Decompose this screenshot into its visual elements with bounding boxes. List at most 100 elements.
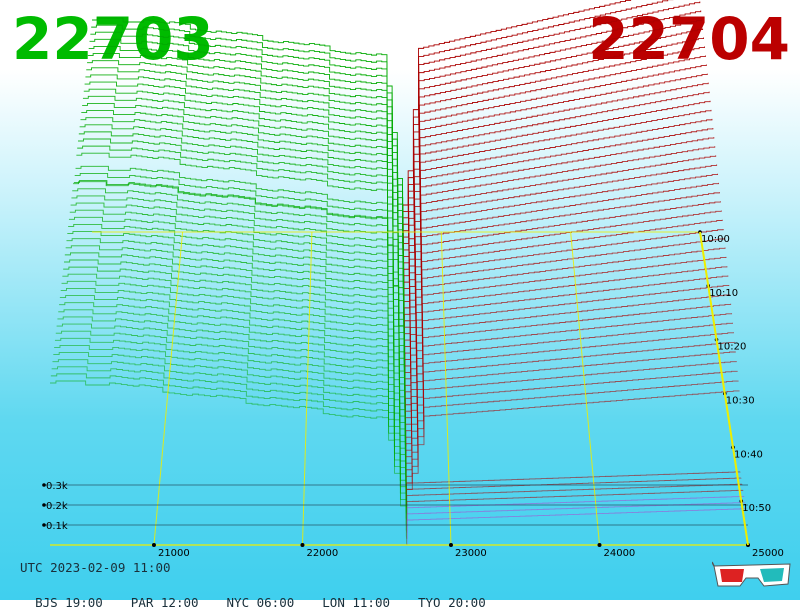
bid-depth-line: [57, 316, 407, 490]
bid-depth-line: [74, 173, 405, 362]
ask-depth-line: [405, 294, 731, 441]
chart-grid: [42, 230, 750, 547]
bid-depth-line: [73, 181, 406, 374]
bid-depth-line: [53, 352, 408, 521]
x-tick-label: 25000: [752, 548, 784, 559]
3d-glasses-icon[interactable]: [712, 560, 792, 590]
x-tick-marker: [300, 543, 305, 547]
ask-depth-line: [402, 28, 704, 263]
ask-depth-line: [404, 228, 724, 398]
ask-depth-line: [403, 64, 707, 288]
bid-depth-line: [63, 266, 407, 447]
ask-depth-line: [405, 313, 733, 453]
ask-depth-line: [404, 155, 717, 349]
city-time: TYO 20:00: [418, 595, 486, 610]
bid-depth-line: [56, 323, 407, 496]
bid-depth-line: [54, 337, 407, 509]
bid-depth-line: [71, 195, 406, 386]
ask-depth-line: [406, 508, 747, 545]
city-time: PAR 12:00: [130, 595, 199, 610]
ask-depth-line: [403, 118, 713, 325]
ask-depth-line: [405, 341, 735, 472]
ask-depth-line: [405, 380, 739, 496]
bid-depth-line: [60, 288, 407, 466]
bid-depth-line: [90, 31, 404, 245]
time-tick-label: 10:30: [726, 396, 755, 407]
ask-depth-line: [402, 0, 674, 239]
ask-depth-line: [405, 284, 730, 435]
ask-depth-line: [406, 471, 741, 509]
y-tick-label: 0.1k: [46, 521, 68, 532]
ask-depth-line: [406, 502, 746, 539]
ask-depth-line: [403, 109, 712, 318]
x-grid-line: [301, 231, 313, 546]
ask-price: 22704: [588, 5, 790, 73]
x-grid-line: [570, 231, 600, 546]
ask-depth-line: [406, 489, 744, 527]
city-time: NYC 06:00: [226, 595, 295, 610]
bid-depth-line: [82, 102, 405, 306]
bid-depth-line: [64, 259, 406, 441]
utc-time: UTC 2023-02-09 11:00: [20, 560, 171, 575]
ask-depth-line: [406, 477, 742, 515]
x-tick-marker: [597, 543, 602, 547]
ask-depth-line: [404, 247, 726, 410]
ask-depth-line: [406, 483, 743, 521]
ask-depth-line: [403, 146, 716, 343]
bid-depth-line: [81, 110, 405, 312]
ask-depth-line: [406, 496, 745, 533]
y-tick-label: 0.2k: [46, 501, 68, 512]
depth-series: [50, 0, 747, 546]
bid-depth-line: [77, 145, 405, 343]
ask-depth-line: [403, 82, 709, 300]
bid-depth-line: [62, 273, 407, 454]
bid-depth-line: [58, 309, 407, 484]
ask-depth-line: [403, 91, 710, 306]
ask-depth-line: [403, 128, 714, 331]
ask-depth-line: [404, 256, 727, 417]
bid-depth-line: [51, 366, 408, 533]
bid-depth-line: [82, 95, 405, 300]
ask-depth-line: [404, 182, 719, 368]
bid-depth-line: [50, 373, 408, 539]
ask-depth-line: [403, 46, 705, 275]
bid-depth-line: [68, 216, 406, 404]
bid-depth-line: [50, 380, 408, 546]
city-time: LON 11:00: [322, 595, 390, 610]
bid-depth-line: [64, 252, 406, 435]
chart-labels: 21000 22000 23000 24000 25000 0.1k 0.2k 0.3k 10:…: [46, 234, 784, 559]
ask-depth-line: [403, 55, 706, 282]
ask-depth-line: [404, 266, 728, 423]
y-tick-marker: [42, 523, 46, 527]
ask-depth-line: [403, 100, 711, 312]
bid-depth-line: [80, 117, 405, 318]
ask-depth-line: [404, 192, 720, 374]
bid-depth-line: [76, 152, 405, 349]
bid-depth-line: [59, 295, 407, 472]
city-times: BJS 19:00 PAR 12:00 NYC 06:00 LON 11:00 TYO …: [20, 580, 514, 610]
time-tick-label: 10:20: [718, 342, 747, 353]
time-tick-label: 10:00: [701, 234, 730, 245]
x-tick-marker: [151, 543, 156, 547]
bid-depth-line: [83, 88, 405, 294]
ask-depth-line: [404, 219, 723, 392]
ask-depth-line: [403, 73, 708, 294]
bid-depth-line: [85, 74, 404, 282]
bid-depth-line: [78, 138, 405, 337]
ask-depth-line: [405, 275, 729, 429]
bid-depth-line: [54, 344, 407, 515]
bid-depth-line: [67, 231, 406, 417]
bid-depth-line: [69, 209, 406, 398]
time-tick-label: 10:10: [709, 288, 738, 299]
bid-depth-line: [68, 223, 406, 411]
ask-depth-line: [403, 37, 704, 269]
x-tick-label: 21000: [158, 548, 190, 559]
time-tick-label: 10:50: [742, 503, 771, 514]
bid-depth-line: [66, 238, 406, 423]
ask-depth-line: [405, 361, 737, 484]
x-tick-label: 22000: [306, 548, 338, 559]
ask-depth-line: [405, 322, 733, 460]
bid-depth-line: [84, 81, 405, 288]
bid-depth-line: [92, 17, 404, 233]
